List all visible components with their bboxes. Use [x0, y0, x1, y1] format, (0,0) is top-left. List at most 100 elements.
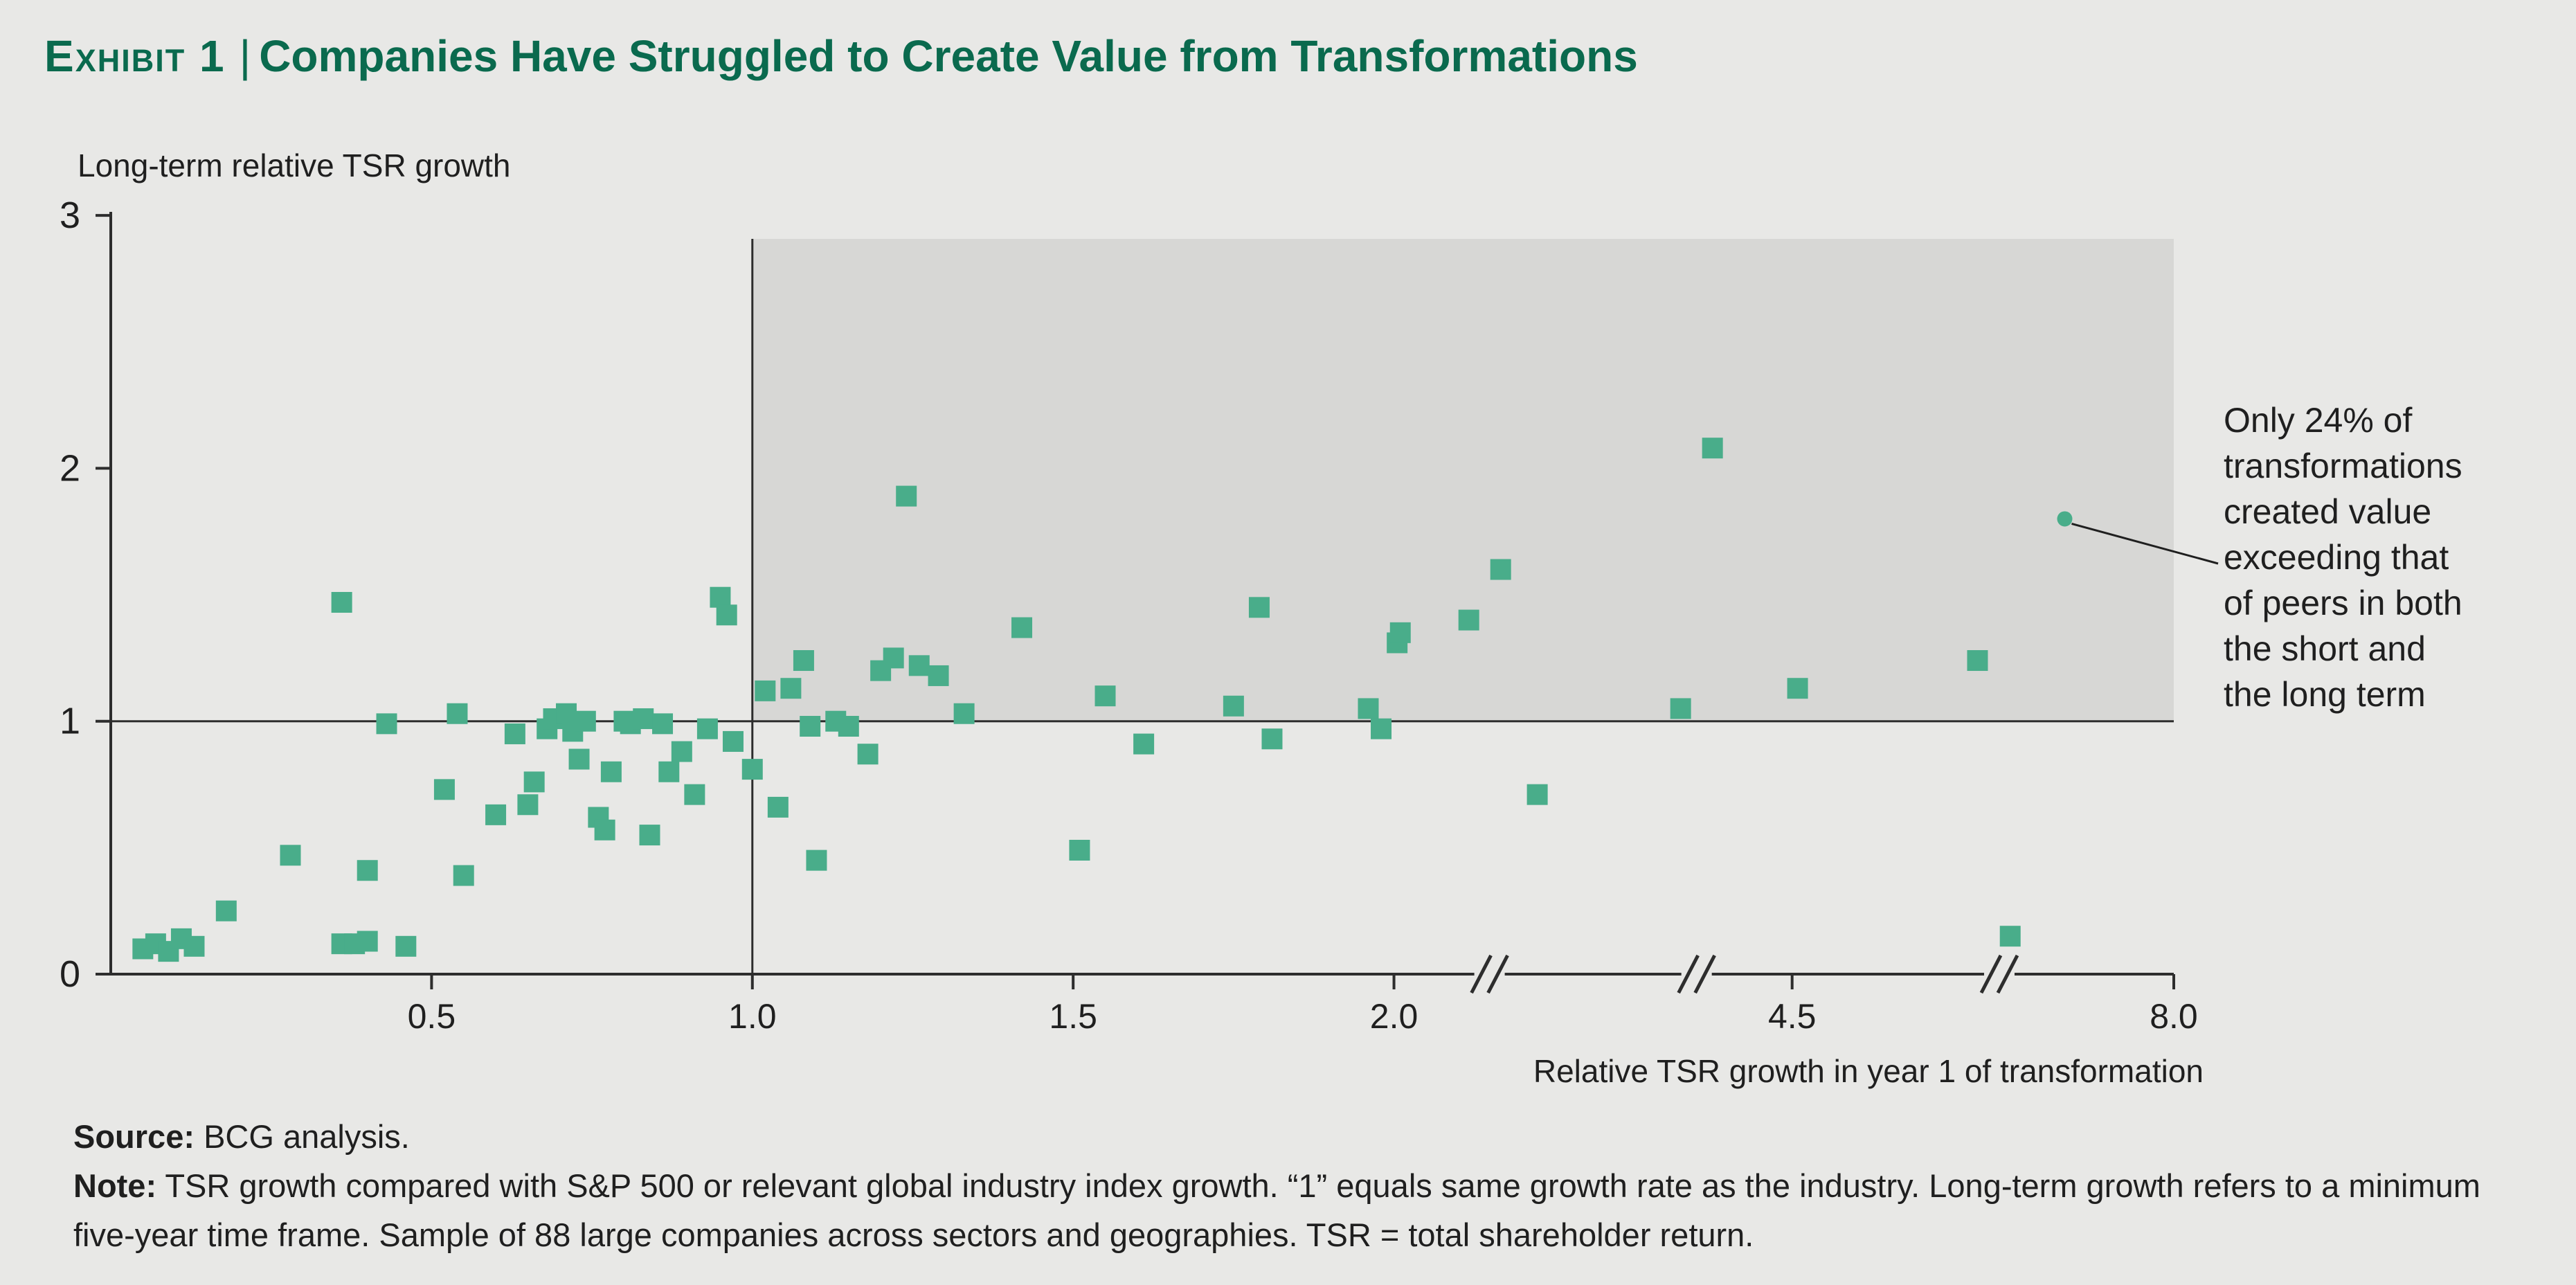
data-point [755, 680, 776, 701]
y-tick-label: 1 [60, 701, 80, 742]
y-tick-label: 3 [60, 195, 80, 236]
note-label: Note: [73, 1167, 157, 1204]
data-point [1371, 718, 1392, 739]
data-point [600, 761, 622, 782]
data-point [556, 703, 577, 724]
x-tick-label: 4.5 [1768, 997, 1817, 1036]
data-point [357, 860, 378, 881]
data-point [1133, 733, 1155, 755]
axis-break-mark [1979, 954, 2003, 994]
title-text: Companies Have Struggled to Create Value… [259, 31, 1638, 81]
data-point [741, 759, 763, 780]
highlight-quadrant [752, 239, 2174, 721]
data-point [710, 586, 731, 608]
data-point [1248, 597, 1270, 618]
x-tick-label: 2.0 [1370, 997, 1418, 1036]
data-point [357, 931, 378, 952]
x-tick-label: 1.0 [728, 997, 777, 1036]
data-point [793, 650, 814, 672]
axis-break-gap [1474, 971, 1505, 978]
data-point [639, 825, 660, 846]
data-point [376, 713, 397, 735]
data-point [716, 604, 737, 626]
note-line: Note: TSR growth compared with S&P 500 o… [73, 1161, 2483, 1259]
x-tick-label: 0.5 [408, 997, 456, 1036]
data-point [183, 935, 205, 957]
data-point [1069, 840, 1090, 861]
x-tick-label: 8.0 [2150, 997, 2198, 1036]
axis-break-gap [1983, 971, 2015, 978]
data-point [652, 713, 674, 735]
data-point [767, 796, 789, 818]
exhibit-title: Exhibit 1 | Companies Have Struggled to Cr… [44, 30, 1638, 82]
exhibit-label: Exhibit 1 [44, 31, 226, 81]
data-point [433, 779, 455, 800]
data-point [696, 718, 718, 739]
data-point [1490, 559, 1511, 580]
axis-break-mark [1486, 954, 1509, 994]
data-point [395, 935, 417, 957]
x-axis-title: Relative TSR growth in year 1 of transfo… [1533, 1053, 2204, 1089]
data-point [1011, 617, 1033, 638]
source-label: Source: [73, 1118, 195, 1155]
data-point [1223, 695, 1244, 717]
data-point [658, 761, 680, 782]
data-point [806, 850, 827, 871]
x-tick-label: 1.5 [1049, 997, 1097, 1036]
data-point [215, 900, 237, 922]
data-point [1458, 609, 1479, 631]
data-point [780, 678, 802, 699]
annotation-connector [2071, 523, 2219, 565]
data-point [883, 647, 904, 669]
data-point [517, 794, 539, 816]
axis-break-gap [1681, 971, 1712, 978]
data-point [1702, 438, 1723, 459]
data-point [1967, 650, 1988, 672]
y-tick-label: 2 [60, 447, 80, 489]
data-point [1389, 622, 1411, 643]
data-point [1670, 698, 1691, 719]
data-point [671, 741, 692, 762]
data-point [857, 744, 879, 765]
axis-break-mark [1470, 954, 1493, 994]
annotation-text: Only 24% of transformations created valu… [2224, 401, 2462, 714]
data-point [504, 723, 525, 744]
data-point [838, 716, 859, 737]
axis-break-mark [1996, 954, 2019, 994]
y-tick-label: 0 [60, 953, 80, 995]
source-line: Source: BCG analysis. [73, 1112, 2483, 1161]
y-axis-title: Long-term relative TSR growth [78, 147, 511, 183]
data-point [453, 865, 474, 886]
data-point [1358, 698, 1379, 719]
data-point [568, 748, 590, 770]
data-point [447, 703, 468, 724]
data-point [684, 784, 705, 805]
data-point [908, 655, 930, 676]
note-text: TSR growth compared with S&P 500 or rele… [73, 1167, 2480, 1253]
data-point [1095, 685, 1116, 707]
data-point [575, 710, 596, 732]
title-separator: | [239, 31, 251, 81]
data-point [331, 592, 352, 613]
data-point [1999, 926, 2021, 947]
data-point [523, 771, 545, 793]
axis-break-mark [1677, 954, 1700, 994]
data-point [594, 819, 615, 841]
footnotes: Source: BCG analysis. Note: TSR growth c… [73, 1112, 2483, 1259]
data-point [896, 485, 917, 507]
data-point [928, 665, 949, 686]
source-text: BCG analysis. [204, 1118, 410, 1155]
data-point [1526, 784, 1548, 805]
data-point [722, 730, 744, 752]
axis-break-mark [1693, 954, 1716, 994]
data-point [800, 716, 821, 737]
data-point [1261, 728, 1283, 750]
data-point [953, 703, 975, 724]
data-point [633, 708, 654, 730]
data-point [485, 804, 507, 825]
data-point [1787, 678, 1808, 699]
annotation-marker [2057, 511, 2073, 527]
data-point [280, 845, 301, 866]
